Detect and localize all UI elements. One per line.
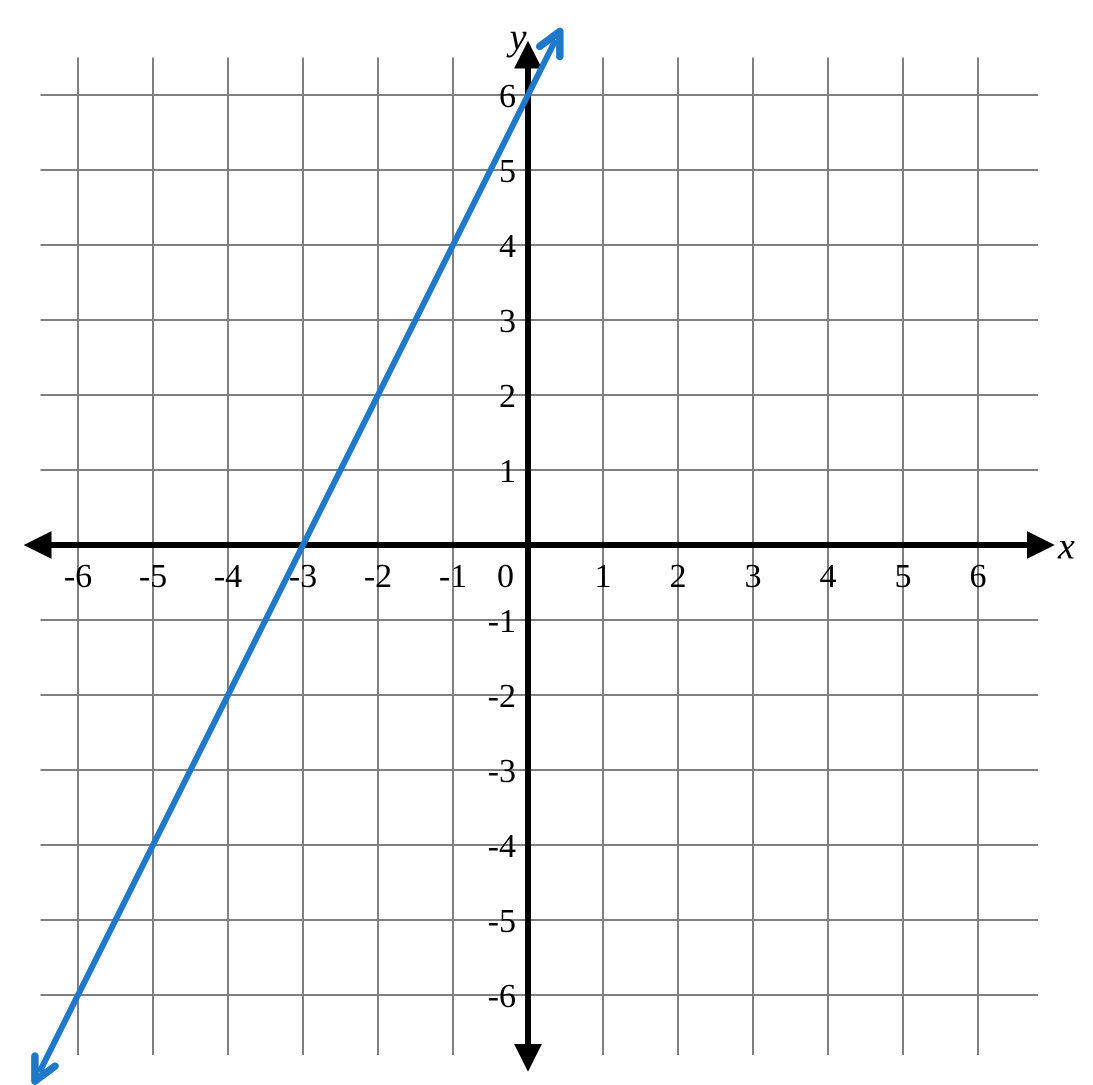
x-tick-label: -6 xyxy=(64,558,92,595)
x-tick-label: 6 xyxy=(970,558,987,595)
y-tick-label: -5 xyxy=(488,903,516,940)
x-tick-label: -5 xyxy=(139,558,167,595)
coordinate-plane-chart: -6-5-4-3-2-11234560-6-5-4-3-2-1123456xy xyxy=(0,0,1093,1085)
y-tick-label: 6 xyxy=(499,78,516,115)
x-tick-label: 5 xyxy=(895,558,912,595)
y-tick-label: -4 xyxy=(488,828,516,865)
x-tick-label: 1 xyxy=(595,558,612,595)
y-tick-label: -1 xyxy=(488,603,516,640)
y-tick-label: 5 xyxy=(499,153,516,190)
y-tick-label: -3 xyxy=(488,753,516,790)
y-axis-label: y xyxy=(506,17,527,59)
y-tick-label: 1 xyxy=(499,453,516,490)
x-tick-label: 3 xyxy=(745,558,762,595)
y-tick-label: 2 xyxy=(499,378,516,415)
origin-zero-label: 0 xyxy=(497,558,514,595)
y-tick-label: -2 xyxy=(488,678,516,715)
x-tick-label: 2 xyxy=(670,558,687,595)
x-tick-label: -1 xyxy=(439,558,467,595)
x-axis-label: x xyxy=(1057,525,1075,567)
x-tick-label: -2 xyxy=(364,558,392,595)
x-tick-label: 4 xyxy=(820,558,837,595)
y-tick-label: -6 xyxy=(488,978,516,1015)
y-tick-label: 3 xyxy=(499,303,516,340)
x-tick-label: -4 xyxy=(214,558,242,595)
chart-svg: -6-5-4-3-2-11234560-6-5-4-3-2-1123456xy xyxy=(0,0,1093,1085)
y-tick-label: 4 xyxy=(499,228,516,265)
